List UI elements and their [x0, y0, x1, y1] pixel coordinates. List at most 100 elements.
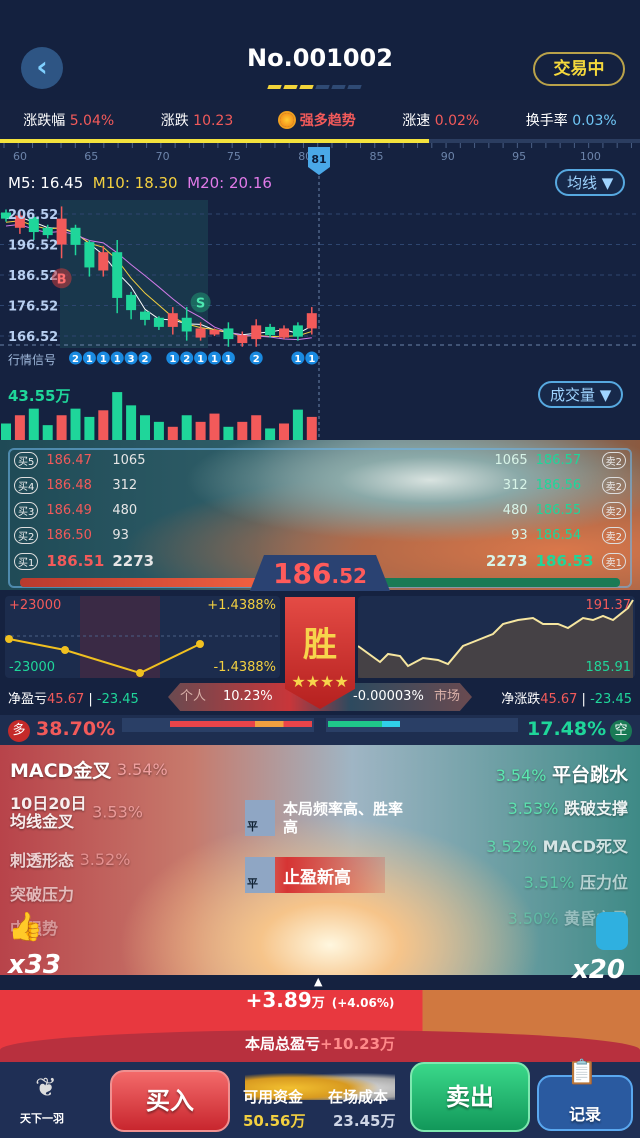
candle: [28, 217, 39, 233]
candle: [292, 325, 303, 337]
signal-short: 3.54% 平台跳水: [496, 760, 628, 787]
bid-price: 186.50: [46, 528, 92, 543]
timeline-progress-fill: [0, 139, 429, 143]
back-button[interactable]: ‹: [21, 47, 63, 89]
profit-pct: (+4.06%): [331, 996, 395, 1010]
bid-level: 买4: [14, 477, 39, 494]
ask-price: 186.55: [535, 503, 582, 518]
market-value: -0.00003%: [353, 689, 424, 704]
pct-max: +1.4388%: [207, 598, 276, 613]
candle: [279, 328, 289, 338]
signal-pct: 3.53%: [507, 799, 559, 818]
signal-badge: [291, 351, 305, 365]
time-tick: 95: [512, 150, 526, 163]
volume-bar: [42, 425, 53, 440]
stat-label: 涨跌: [160, 113, 189, 129]
card-badge: 平: [245, 800, 275, 836]
ask-qty: 2273: [485, 552, 528, 570]
candle: [126, 294, 137, 311]
ma20-value: M20: 20.16: [187, 174, 272, 192]
clipboard-icon: 📋: [567, 1058, 597, 1086]
signal-name: 刺透形态: [10, 850, 75, 870]
sell-button[interactable]: 卖出: [410, 1062, 530, 1132]
price-high: 191.37: [585, 598, 632, 613]
price-decimal: .52: [331, 564, 367, 588]
record-button[interactable]: 记录: [537, 1075, 633, 1131]
volume-selector[interactable]: 成交量 ▼: [538, 381, 624, 408]
price-tick: 176.52: [8, 300, 58, 315]
bid-level: 买5: [14, 452, 39, 469]
ask-row: 93 186.54 卖2: [511, 527, 626, 544]
signal-badge: [180, 351, 194, 365]
stat-speed: 涨速 0.02%: [402, 110, 479, 130]
bid-row: 买4 186.48 312: [14, 477, 137, 494]
current-time-marker: [308, 147, 330, 175]
buy-button[interactable]: 买入: [110, 1070, 230, 1132]
stat-label: 涨跌幅: [23, 113, 66, 129]
net-change: 净涨跌45.67 | -23.45: [501, 692, 632, 707]
signal-name: 突破压力: [10, 884, 75, 904]
volume-bar: [265, 428, 276, 440]
volume-bar: [112, 392, 123, 440]
candle: [1, 212, 11, 219]
volume-bar: [56, 415, 67, 440]
feather-logo-icon: ❦: [35, 1073, 57, 1103]
signal-pct: 3.52%: [79, 850, 131, 869]
signal-badge: [305, 351, 319, 365]
candle: [56, 218, 67, 245]
bid-ratio-fill: [20, 578, 260, 587]
candle: [237, 335, 248, 344]
pnl-max: +23000: [9, 598, 62, 613]
candle: [112, 252, 123, 298]
signal-badge: [138, 351, 152, 365]
signal-name: 压力位: [579, 873, 628, 892]
marker-label: B: [57, 272, 67, 287]
stat-label: 涨速: [402, 113, 431, 129]
signal-badge: [194, 351, 208, 365]
volume-bar: [14, 415, 25, 440]
ask-qty: 480: [502, 503, 528, 518]
volume-bar: [140, 415, 150, 440]
ma-selector[interactable]: 均线 ▼: [555, 169, 626, 196]
volume-bar: [306, 416, 317, 440]
bid-row: 买5 186.47 1065: [14, 452, 145, 469]
signal-pct: 3.50%: [507, 909, 559, 928]
stat-value: 0.03%: [572, 113, 617, 129]
short-strength-bar: [326, 718, 518, 732]
signal-count: 2: [142, 354, 149, 365]
chevron-left-icon: ‹: [36, 50, 48, 83]
status-badge: 交易中: [533, 52, 625, 86]
net-pnl-neg: -23.45: [96, 692, 139, 707]
time-tick: 65: [84, 150, 98, 163]
signal-count: 1: [294, 354, 301, 365]
signal-pct: 3.54%: [116, 760, 168, 779]
current-time-label: 81: [311, 153, 326, 166]
net-change-neg: -23.45: [590, 692, 632, 707]
candle: [306, 313, 317, 329]
price-line: [357, 599, 634, 678]
price-tick: 196.52: [8, 239, 58, 254]
time-tick: 85: [370, 150, 384, 163]
candle: [209, 329, 220, 335]
total-pnl-label: 本局总盈亏: [244, 1035, 320, 1053]
candle: [195, 328, 206, 338]
signal-count: 2: [253, 354, 260, 365]
total-pnl: 本局总盈亏+10.23万: [0, 1033, 640, 1054]
volume-bar: [181, 415, 192, 440]
marker-label: S: [196, 296, 205, 311]
ask-price: 186.54: [535, 528, 582, 543]
volume-bar: [28, 408, 39, 440]
signal-count: 3: [128, 354, 135, 365]
signal-name: 跌破支撑: [563, 799, 628, 818]
round-progress: [267, 85, 362, 89]
bid-row: 买3 186.49 480: [14, 502, 137, 519]
net-change-label: 净涨跌: [501, 692, 541, 707]
signal-short: 3.53% 跌破支撑: [508, 795, 628, 819]
win-text: 胜: [303, 625, 337, 665]
stat-value: 10.23: [193, 113, 234, 129]
volume-bar: [84, 416, 95, 440]
page-title: No.001002: [247, 44, 393, 72]
signal-short: 3.51% 压力位: [524, 869, 628, 893]
ma10-value: M10: 18.30: [92, 174, 178, 192]
